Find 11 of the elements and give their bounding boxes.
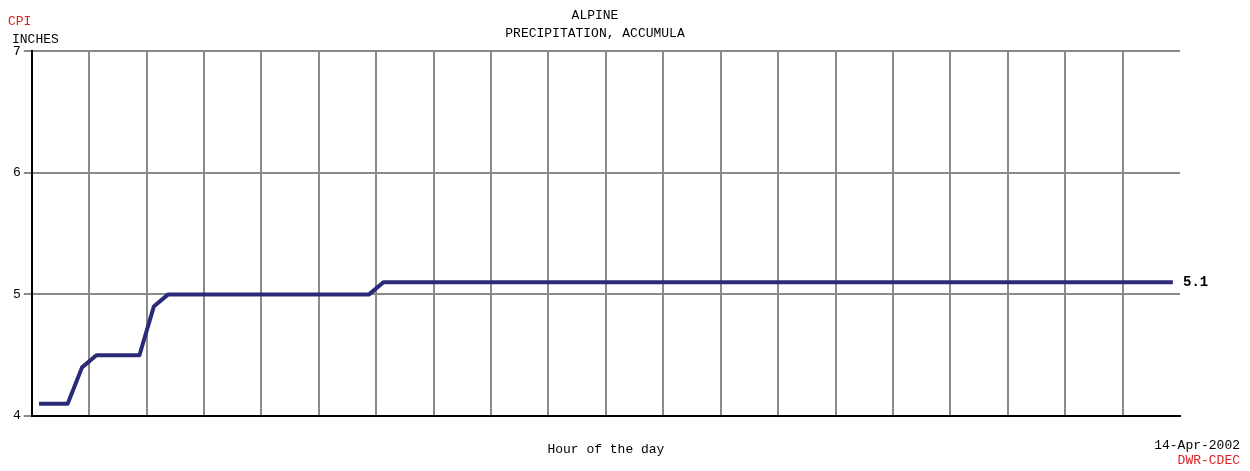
y-tick-label: 4 <box>12 408 21 424</box>
text: 14-Apr-2002 <box>1154 438 1240 454</box>
text: CPI <box>8 14 32 30</box>
chart-subtitle: PRECIPITATION, ACCUMULA <box>505 25 685 41</box>
chart-title: ALPINE <box>571 8 619 24</box>
x-axis-title: Hour of the day <box>547 442 665 458</box>
y-tick-label: 6 <box>12 165 21 181</box>
text: 5.1 <box>1183 273 1209 290</box>
y-tick-label: 7 <box>12 43 21 59</box>
text: DWR-CDEC <box>1177 453 1241 469</box>
y-tick-label: 5 <box>12 286 21 302</box>
